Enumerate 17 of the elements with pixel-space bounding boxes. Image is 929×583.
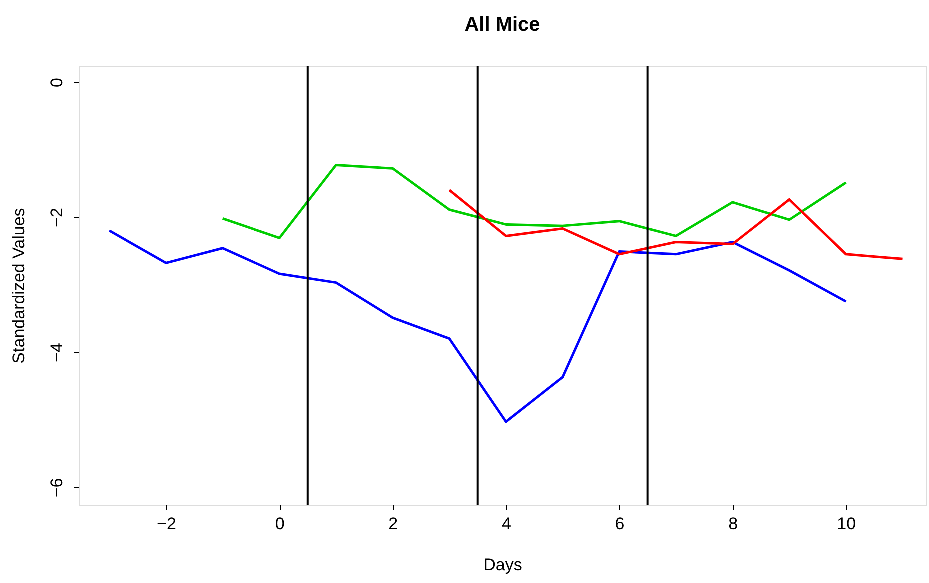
line-series	[448, 189, 904, 260]
y-tick-label: 0	[48, 78, 66, 88]
x-tick-label: −2	[157, 514, 176, 534]
chart-title: All Mice	[464, 14, 540, 36]
x-tick-label: 2	[388, 514, 398, 534]
y-tick-label: −4	[48, 343, 66, 363]
x-axis-title: Days	[484, 556, 522, 574]
x-tick-label: 0	[275, 514, 285, 534]
x-tick-label: 8	[728, 514, 738, 534]
y-tick-label: −6	[48, 478, 66, 498]
y-axis-title: Standardized Values	[10, 208, 28, 364]
line-series	[222, 164, 848, 240]
x-tick-label: 10	[837, 514, 856, 534]
y-tick-label: −2	[48, 208, 66, 228]
x-tick-label: 4	[502, 514, 512, 534]
x-tick-label: 6	[615, 514, 625, 534]
line-series	[108, 230, 848, 424]
